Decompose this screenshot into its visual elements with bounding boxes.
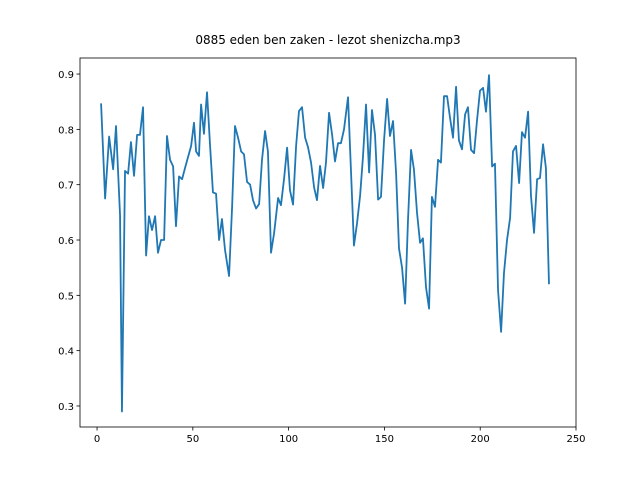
- x-tick-label: 250: [566, 434, 585, 445]
- y-tick-label: 0.7: [58, 181, 74, 192]
- plot-frame: [79, 57, 577, 428]
- x-tick-label: 100: [279, 434, 298, 445]
- data-line: [100, 74, 550, 413]
- x-tick-label: 200: [471, 434, 490, 445]
- y-tick-label: 0.3: [58, 402, 74, 413]
- x-tick-label: 0: [94, 434, 100, 445]
- x-tick-label: 50: [186, 434, 199, 445]
- y-tick-label: 0.9: [58, 70, 74, 81]
- chart-title: 0885 eden ben zaken - lezot shenizcha.mp…: [195, 33, 460, 47]
- y-tick-label: 0.6: [58, 236, 74, 247]
- y-tick-label: 0.8: [58, 125, 74, 136]
- y-tick-label: 0.5: [58, 291, 74, 302]
- x-tick-label: 150: [375, 434, 394, 445]
- y-tick-label: 0.4: [58, 347, 74, 358]
